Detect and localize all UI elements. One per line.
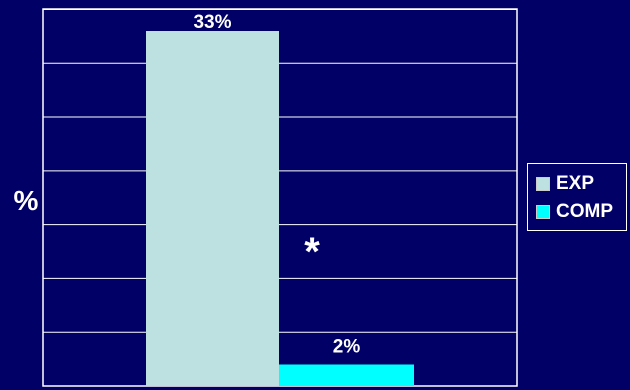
- legend-item-exp: EXP: [536, 170, 626, 198]
- data-label-comp: 2%: [333, 336, 361, 357]
- significance-annotation: *: [304, 230, 320, 274]
- legend: EXP COMP: [527, 163, 627, 231]
- legend-swatch-exp: [536, 177, 550, 191]
- bars: [146, 31, 414, 386]
- bar-comp: [279, 364, 414, 386]
- plot-area-frame: [42, 8, 518, 387]
- legend-item-comp: COMP: [536, 198, 626, 226]
- legend-label-exp: EXP: [556, 173, 595, 194]
- legend-swatch-comp: [536, 205, 550, 219]
- gridlines: [43, 8, 517, 333]
- y-axis-label: %: [14, 185, 39, 216]
- legend-label-comp: COMP: [556, 201, 613, 222]
- data-labels: 33% 2%: [193, 12, 360, 357]
- bar-exp: [146, 31, 279, 386]
- data-label-exp: 33%: [193, 12, 231, 33]
